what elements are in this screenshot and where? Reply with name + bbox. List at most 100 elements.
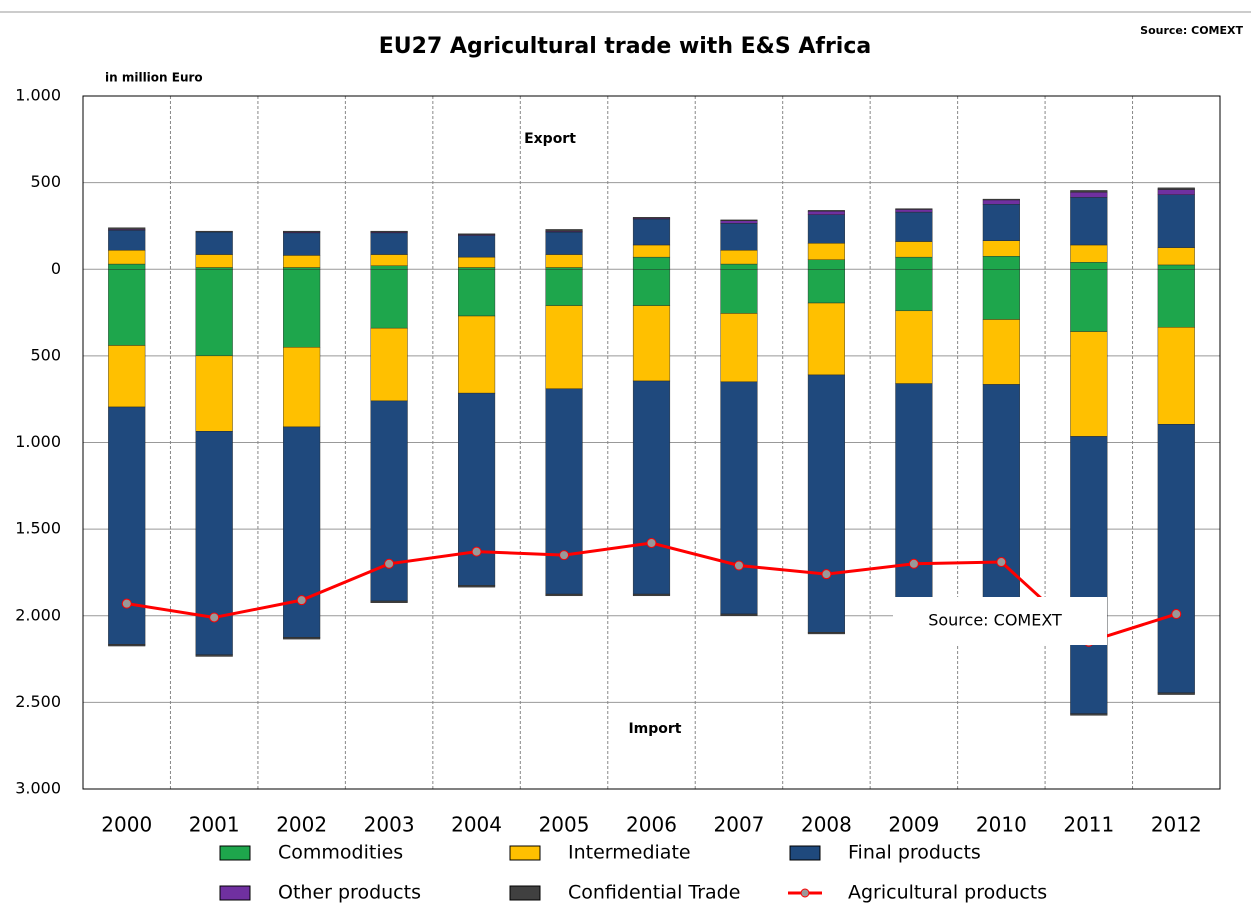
bar-segment <box>720 381 758 615</box>
bar-segment <box>895 241 933 258</box>
bar-segment <box>1157 247 1195 266</box>
bar-segment <box>370 327 408 402</box>
bar-segment <box>108 406 146 645</box>
line-point <box>209 612 220 623</box>
bar-segment <box>370 265 408 270</box>
bar-segment <box>283 426 321 638</box>
bar-segment <box>458 269 496 317</box>
bar-segment <box>982 198 1020 201</box>
bar-segment <box>1070 244 1108 263</box>
bar-segment <box>370 600 408 603</box>
bar-segment <box>1157 692 1195 695</box>
bar-segment <box>1070 197 1108 246</box>
export-label: Export <box>524 131 576 147</box>
x-tick-label: 2001 <box>189 813 240 837</box>
bar-segment <box>632 218 671 246</box>
bar-segment <box>195 654 233 657</box>
bar-segment <box>458 235 496 258</box>
bar-segment <box>108 269 146 346</box>
bar-segment <box>720 613 758 616</box>
bar-segment <box>370 230 408 233</box>
bar-segment <box>195 355 233 432</box>
bar-segment <box>1070 713 1108 716</box>
bar-segment <box>283 232 321 256</box>
bar-segment <box>807 374 845 633</box>
bar-segment <box>982 240 1020 257</box>
source-box-text: Source: COMEXT <box>928 611 1062 630</box>
line-point <box>471 546 482 557</box>
bar-segment <box>458 315 496 394</box>
y-tick-label: 1.500 <box>15 519 61 538</box>
bar-segment <box>632 305 671 382</box>
legend-swatch <box>509 845 541 861</box>
bar-segment <box>720 223 758 251</box>
bar-segment <box>545 231 583 255</box>
y-tick-label: 1.000 <box>15 86 61 105</box>
y-tick-label: 500 <box>30 345 61 364</box>
bar-segment <box>545 593 583 597</box>
x-tick-label: 2010 <box>976 813 1027 837</box>
bar-segment <box>982 256 1020 270</box>
bar-segment <box>895 383 933 634</box>
bar-segment <box>895 269 933 312</box>
legend-swatch <box>219 885 251 901</box>
y-tick-label: 500 <box>30 172 61 191</box>
bar-segment <box>807 210 845 212</box>
bar-segment <box>195 254 233 268</box>
legend-label: Final products <box>848 842 981 864</box>
bar-segment <box>632 244 671 258</box>
x-tick-label: 2005 <box>539 813 590 837</box>
bar-segment <box>1070 436 1108 714</box>
bar-segment <box>545 229 583 232</box>
line-point <box>559 550 570 561</box>
legend-label: Confidential Trade <box>568 882 740 904</box>
line-point <box>384 558 395 569</box>
legend-label: Commodities <box>278 842 403 864</box>
bar-segment <box>1157 327 1195 425</box>
line-point <box>821 569 832 580</box>
bar-segment <box>108 249 146 265</box>
x-tick-label: 2006 <box>626 813 677 837</box>
bar-segment <box>108 644 146 647</box>
bar-segment <box>807 211 845 215</box>
bar-segment <box>108 345 146 408</box>
bar-segment <box>720 269 758 314</box>
y-axis-label: in million Euro <box>105 71 203 85</box>
plot-frame <box>82 95 1221 790</box>
source-box <box>893 597 1107 645</box>
bar-segment <box>458 233 496 235</box>
bar-segment <box>283 255 321 268</box>
bar-segment <box>1157 194 1195 248</box>
legend-swatch <box>789 845 821 861</box>
bar-segment <box>720 220 758 224</box>
bar-segment <box>283 347 321 428</box>
legend-swatch <box>509 885 541 901</box>
bar-segment <box>1157 264 1195 270</box>
bar-segment <box>632 217 671 219</box>
bar-segment <box>1070 190 1108 193</box>
bar-segment <box>720 219 758 221</box>
bar-segment <box>807 632 845 635</box>
bar-segment <box>195 230 233 233</box>
y-tick-label: 0 <box>51 259 61 278</box>
bar-segment <box>720 263 758 270</box>
bar-segment <box>283 267 321 270</box>
legend-swatch <box>219 845 251 861</box>
x-tick-label: 2007 <box>714 813 765 837</box>
source-note: Source: COMEXT <box>1140 24 1243 37</box>
legend-marker <box>800 888 810 898</box>
bar-segment <box>458 256 496 268</box>
line-point <box>1171 609 1182 620</box>
legend: Commodities Intermediate Final products Oth… <box>219 842 1047 904</box>
bar-segment <box>108 230 146 251</box>
bar-segment <box>982 204 1020 241</box>
bar-segment <box>1157 424 1195 694</box>
bar-segment <box>545 254 583 268</box>
x-tick-label: 2002 <box>276 813 327 837</box>
bar-segment <box>545 388 583 595</box>
chart-title: EU27 Agricultural trade with E&S Africa <box>379 34 872 59</box>
bar-segment <box>632 593 671 597</box>
bar-segment <box>895 256 933 270</box>
bar-segment <box>545 305 583 389</box>
bar-segment <box>1157 187 1195 190</box>
